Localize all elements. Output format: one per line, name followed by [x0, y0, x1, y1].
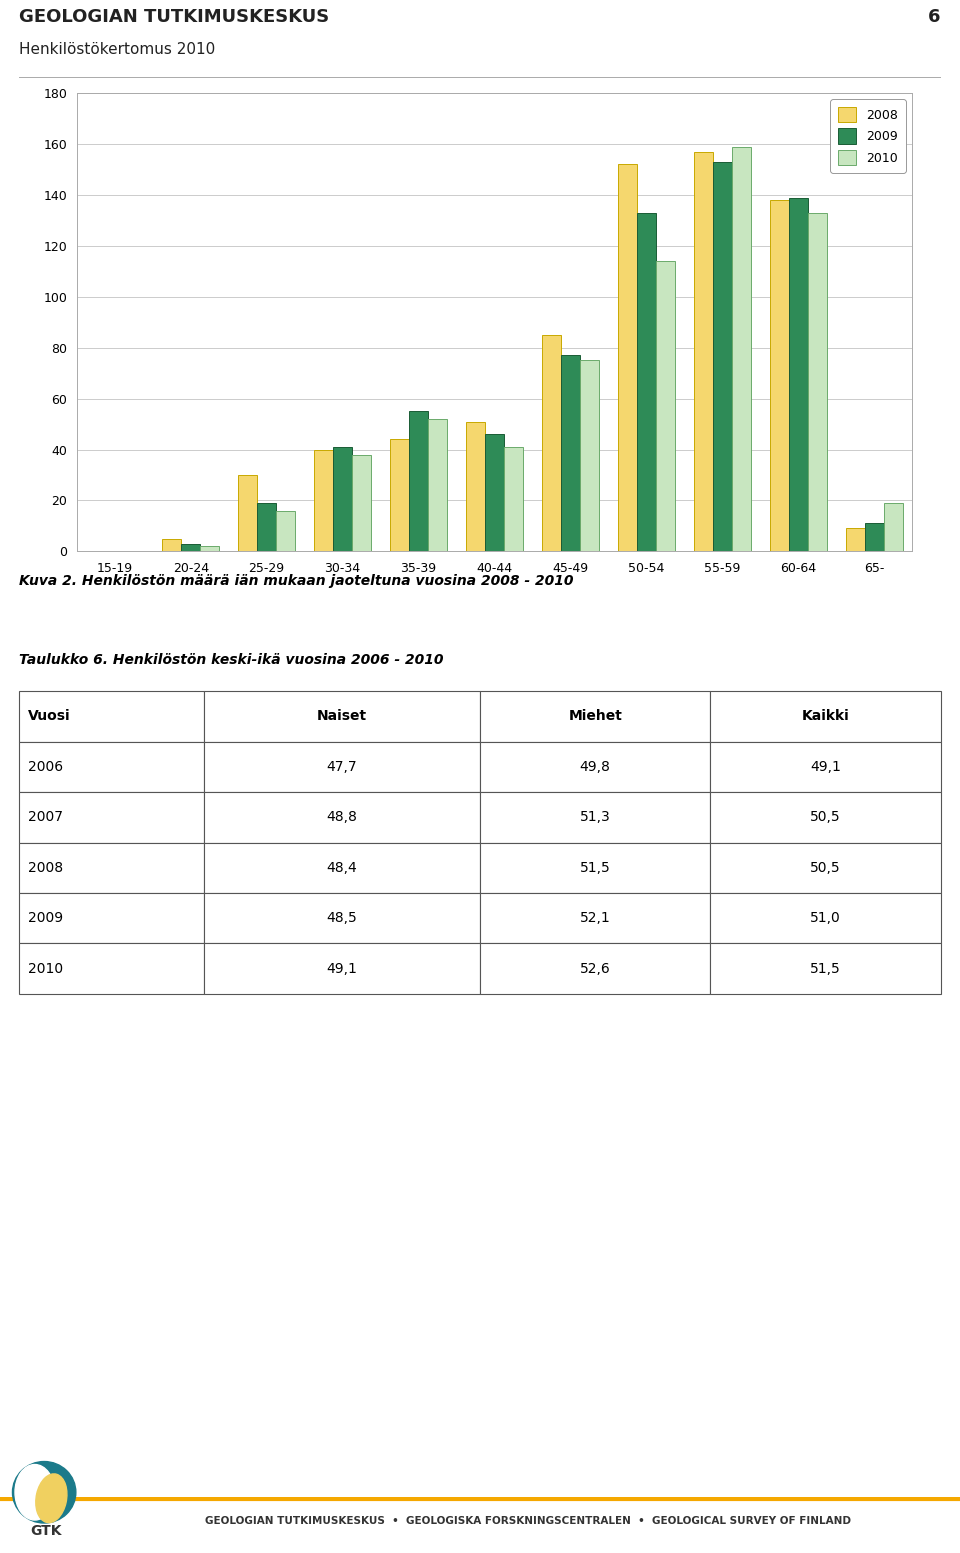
Bar	[480, 893, 710, 944]
Bar	[19, 843, 204, 893]
Bar	[580, 360, 599, 551]
Bar	[19, 893, 204, 944]
Text: 51,3: 51,3	[580, 811, 611, 825]
Bar	[201, 547, 219, 551]
Bar	[710, 742, 941, 792]
Text: 50,5: 50,5	[810, 860, 841, 874]
Bar	[618, 165, 636, 551]
Bar	[710, 792, 941, 842]
Bar	[181, 544, 201, 551]
Text: 47,7: 47,7	[326, 759, 357, 773]
Bar	[480, 944, 710, 994]
Text: 48,4: 48,4	[326, 860, 357, 874]
Legend: 2008, 2009, 2010: 2008, 2009, 2010	[830, 99, 905, 172]
Bar	[333, 447, 352, 551]
Bar	[480, 792, 710, 842]
Text: Taulukko 6. Henkilöstön keski-ikä vuosina 2006 - 2010: Taulukko 6. Henkilöstön keski-ikä vuosin…	[19, 652, 444, 668]
Bar	[710, 843, 941, 893]
Bar	[636, 213, 656, 551]
Text: Naiset: Naiset	[317, 710, 367, 724]
Bar	[204, 893, 480, 944]
Text: GEOLOGIAN TUTKIMUSKESKUS: GEOLOGIAN TUTKIMUSKESKUS	[19, 8, 329, 26]
Bar	[485, 435, 504, 551]
Bar	[466, 421, 485, 551]
Text: 52,6: 52,6	[580, 961, 611, 975]
Text: 49,8: 49,8	[580, 759, 611, 773]
Text: 48,5: 48,5	[326, 912, 357, 926]
Bar	[710, 893, 941, 944]
Text: 51,0: 51,0	[810, 912, 841, 926]
Bar	[238, 475, 257, 551]
Text: 2010: 2010	[29, 961, 63, 975]
Bar	[204, 792, 480, 842]
Bar	[846, 528, 865, 551]
Text: 2007: 2007	[29, 811, 63, 825]
Bar	[694, 152, 712, 551]
Bar	[710, 944, 941, 994]
Bar	[428, 419, 447, 551]
Ellipse shape	[36, 1474, 67, 1522]
Bar	[541, 335, 561, 551]
Bar	[19, 742, 204, 792]
Bar	[257, 503, 276, 551]
Bar	[732, 146, 751, 551]
Bar	[390, 439, 409, 551]
Bar	[276, 511, 295, 551]
Bar	[883, 503, 902, 551]
Bar	[504, 447, 523, 551]
Ellipse shape	[15, 1464, 55, 1520]
Text: Kaikki: Kaikki	[802, 710, 850, 724]
Text: GTK: GTK	[30, 1525, 61, 1539]
Bar	[807, 213, 827, 551]
Bar	[314, 449, 333, 551]
Text: Vuosi: Vuosi	[29, 710, 71, 724]
Text: 2008: 2008	[29, 860, 63, 874]
Bar	[409, 412, 428, 551]
Bar	[19, 792, 204, 842]
Bar	[656, 261, 675, 551]
Bar	[865, 523, 883, 551]
Bar	[204, 742, 480, 792]
Text: 6: 6	[928, 8, 941, 26]
Bar	[162, 539, 181, 551]
Text: 48,8: 48,8	[326, 811, 357, 825]
Text: 49,1: 49,1	[810, 759, 841, 773]
Text: 50,5: 50,5	[810, 811, 841, 825]
Text: GEOLOGIAN TUTKIMUSKESKUS  •  GEOLOGISKA FORSKNINGSCENTRALEN  •  GEOLOGICAL SURVE: GEOLOGIAN TUTKIMUSKESKUS • GEOLOGISKA FO…	[205, 1516, 851, 1527]
Text: Henkilöstökertomus 2010: Henkilöstökertomus 2010	[19, 42, 215, 57]
Bar	[480, 742, 710, 792]
Bar	[19, 691, 204, 742]
Bar	[480, 691, 710, 742]
Bar	[788, 197, 807, 551]
Text: 2006: 2006	[29, 759, 63, 773]
Text: Kuva 2. Henkilöstön määrä iän mukaan jaoteltuna vuosina 2008 - 2010: Kuva 2. Henkilöstön määrä iän mukaan jao…	[19, 573, 574, 589]
Bar	[712, 162, 732, 551]
Bar	[561, 356, 580, 551]
Bar	[480, 843, 710, 893]
Text: 52,1: 52,1	[580, 912, 611, 926]
Text: 51,5: 51,5	[810, 961, 841, 975]
Bar	[352, 455, 371, 551]
Bar	[204, 691, 480, 742]
Text: Miehet: Miehet	[568, 710, 622, 724]
Bar	[19, 944, 204, 994]
Bar	[204, 944, 480, 994]
Text: 2009: 2009	[29, 912, 63, 926]
Ellipse shape	[12, 1461, 76, 1523]
Bar	[710, 691, 941, 742]
Bar	[204, 843, 480, 893]
Text: 51,5: 51,5	[580, 860, 611, 874]
Bar	[770, 200, 788, 551]
Text: 49,1: 49,1	[326, 961, 357, 975]
